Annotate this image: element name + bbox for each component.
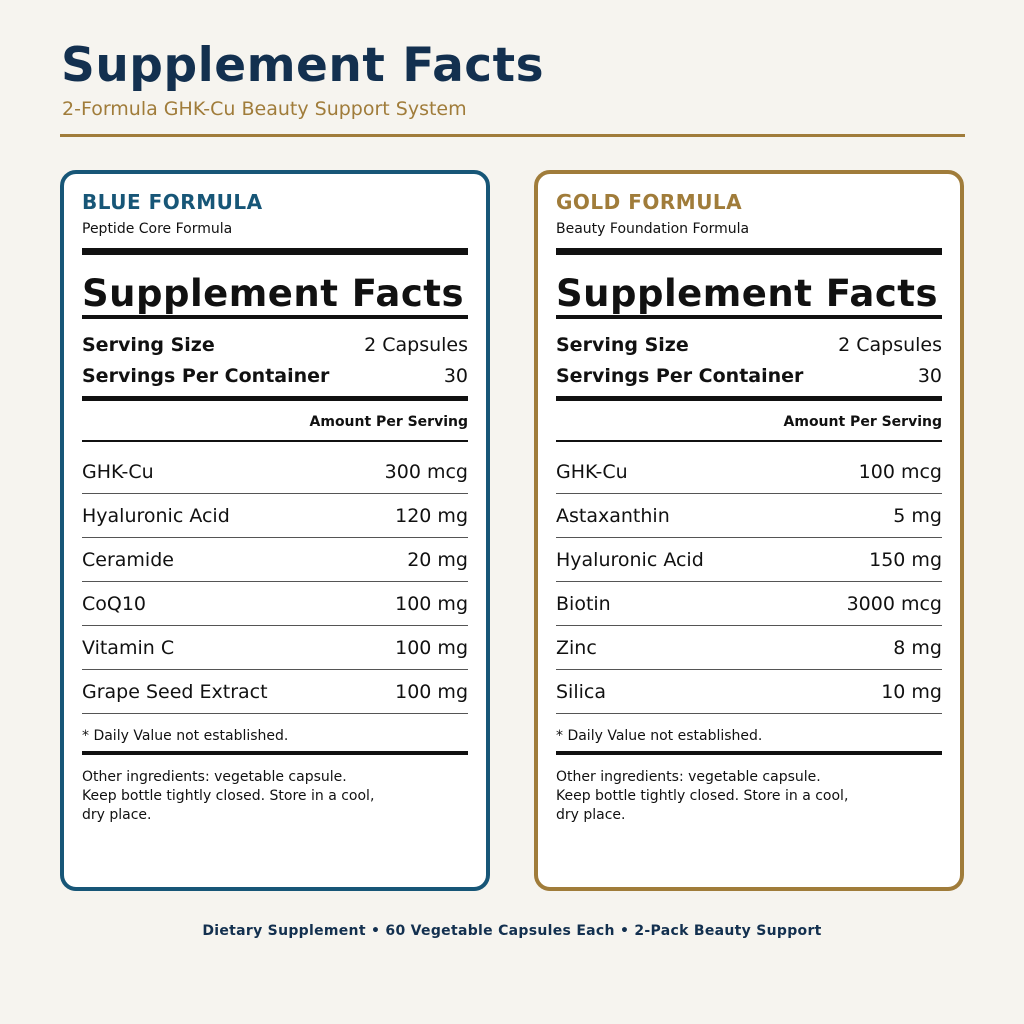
serving-size-label: Serving Size: [556, 334, 689, 356]
gold-formula-panel: GOLD FORMULA Beauty Foundation Formula S…: [534, 170, 964, 891]
other-ingredients-text: Other ingredients: vegetable capsule. Ke…: [556, 769, 849, 823]
ingredient-row: CoQ10 100 mg: [82, 582, 468, 626]
divider: [82, 396, 468, 401]
ingredient-amount: 100 mcg: [858, 460, 942, 483]
ingredient-amount: 100 mg: [395, 636, 468, 659]
ingredient-row: Hyaluronic Acid 120 mg: [82, 494, 468, 538]
ingredient-amount: 8 mg: [893, 636, 942, 659]
serving-size-label: Serving Size: [82, 334, 215, 356]
page-subtitle: 2-Formula GHK-Cu Beauty Support System: [62, 98, 467, 120]
ingredient-list: GHK-Cu 300 mcg Hyaluronic Acid 120 mg Cera…: [82, 450, 468, 714]
ingredient-amount: 100 mg: [395, 680, 468, 703]
formula-subtitle: Beauty Foundation Formula: [556, 221, 750, 237]
serving-size-value: 2 Capsules: [364, 334, 468, 356]
servings-per-container-label: Servings Per Container: [82, 365, 330, 387]
servings-per-container-value: 30: [917, 365, 942, 387]
ingredient-name: Hyaluronic Acid: [556, 548, 704, 571]
ingredient-name: CoQ10: [82, 592, 147, 615]
blue-formula-panel: BLUE FORMULA Peptide Core Formula Supple…: [60, 170, 490, 891]
facts-title: Supplement Facts: [556, 272, 939, 315]
ingredient-name: Biotin: [556, 592, 611, 615]
divider: [82, 315, 468, 319]
ingredient-row: Zinc 8 mg: [556, 626, 942, 670]
ingredient-row: Astaxanthin 5 mg: [556, 494, 942, 538]
ingredient-amount: 100 mg: [395, 592, 468, 615]
ingredient-name: Zinc: [556, 636, 597, 659]
formula-name: GOLD FORMULA: [556, 190, 743, 214]
ingredient-name: Vitamin C: [82, 636, 175, 659]
ingredient-row: GHK-Cu 100 mcg: [556, 450, 942, 494]
ingredient-name: GHK-Cu: [556, 460, 628, 483]
servings-per-container-label: Servings Per Container: [556, 365, 804, 387]
ingredient-list: GHK-Cu 100 mcg Astaxanthin 5 mg Hyaluronic…: [556, 450, 942, 714]
formula-name: BLUE FORMULA: [82, 190, 263, 214]
ingredient-row: Vitamin C 100 mg: [82, 626, 468, 670]
other-ingredients-text: Other ingredients: vegetable capsule. Ke…: [82, 769, 375, 823]
divider-thick: [556, 248, 942, 255]
divider: [82, 440, 468, 442]
daily-value-note: * Daily Value not established.: [556, 728, 763, 744]
divider-thick: [82, 248, 468, 255]
ingredient-row: Biotin 3000 mcg: [556, 582, 942, 626]
ingredient-row: Ceramide 20 mg: [82, 538, 468, 582]
amount-per-serving-header: Amount Per Serving: [309, 414, 468, 430]
ingredient-name: Ceramide: [82, 548, 174, 571]
ingredient-row: Grape Seed Extract 100 mg: [82, 670, 468, 714]
ingredient-name: Silica: [556, 680, 606, 703]
divider: [556, 315, 942, 319]
ingredient-amount: 150 mg: [869, 548, 942, 571]
ingredient-name: Hyaluronic Acid: [82, 504, 230, 527]
amount-per-serving-header: Amount Per Serving: [783, 414, 942, 430]
divider: [82, 751, 468, 755]
ingredient-name: Grape Seed Extract: [82, 680, 268, 703]
servings-per-container-value: 30: [443, 365, 468, 387]
ingredient-amount: 3000 mcg: [846, 592, 942, 615]
page-title: Supplement Facts: [61, 38, 545, 93]
serving-size-value: 2 Capsules: [838, 334, 942, 356]
divider: [556, 396, 942, 401]
ingredient-name: Astaxanthin: [556, 504, 670, 527]
ingredient-amount: 5 mg: [893, 504, 942, 527]
serving-size-row: Serving Size 2 Capsules: [556, 334, 942, 356]
divider: [556, 751, 942, 755]
header-divider: [60, 134, 965, 137]
divider: [556, 440, 942, 442]
servings-per-container-row: Servings Per Container 30: [82, 365, 468, 387]
ingredient-amount: 10 mg: [881, 680, 942, 703]
ingredient-amount: 120 mg: [395, 504, 468, 527]
ingredient-name: GHK-Cu: [82, 460, 154, 483]
facts-title: Supplement Facts: [82, 272, 465, 315]
ingredient-row: Hyaluronic Acid 150 mg: [556, 538, 942, 582]
ingredient-row: Silica 10 mg: [556, 670, 942, 714]
daily-value-note: * Daily Value not established.: [82, 728, 289, 744]
footer-tagline: Dietary Supplement • 60 Vegetable Capsul…: [202, 923, 822, 939]
ingredient-row: GHK-Cu 300 mcg: [82, 450, 468, 494]
ingredient-amount: 20 mg: [407, 548, 468, 571]
ingredient-amount: 300 mcg: [384, 460, 468, 483]
servings-per-container-row: Servings Per Container 30: [556, 365, 942, 387]
formula-subtitle: Peptide Core Formula: [82, 221, 233, 237]
serving-size-row: Serving Size 2 Capsules: [82, 334, 468, 356]
